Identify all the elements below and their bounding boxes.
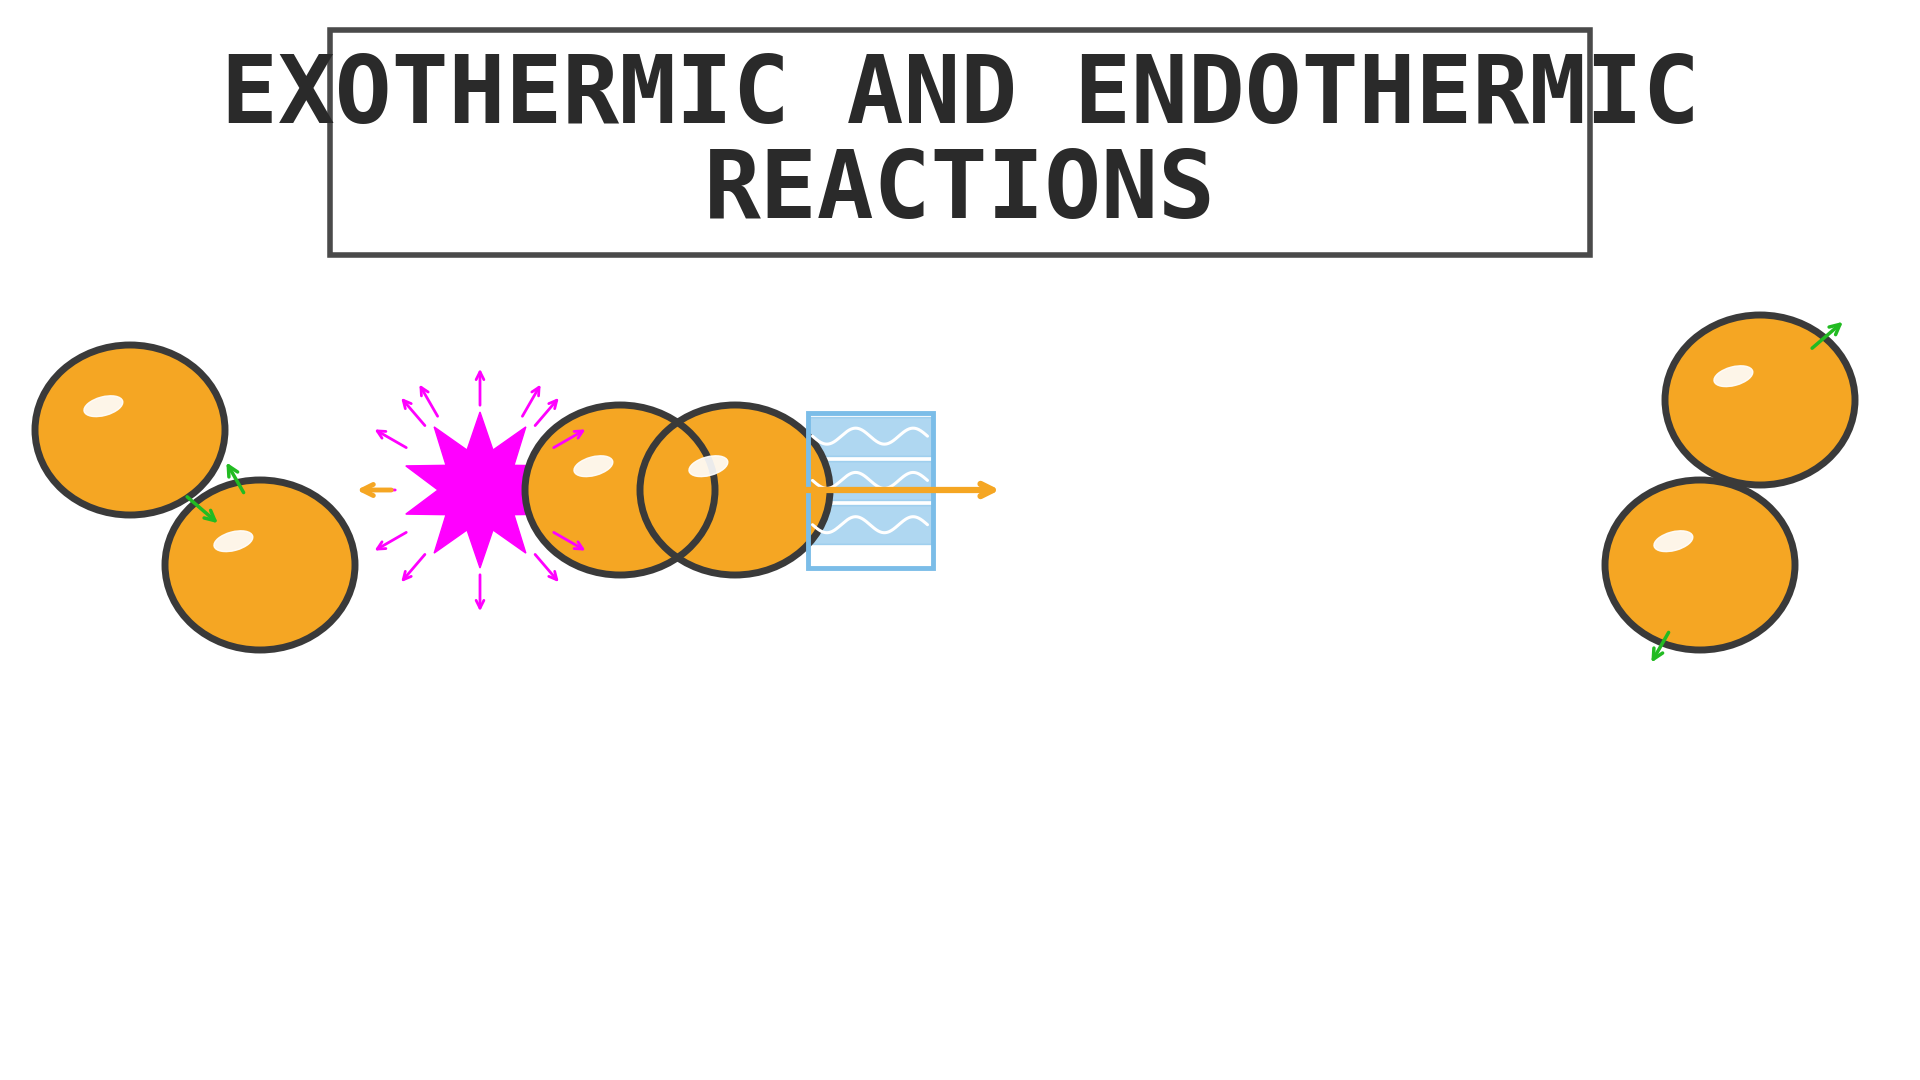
Ellipse shape (35, 345, 225, 515)
Bar (330, 30, 1590, 255)
Bar (808, 417, 933, 456)
Ellipse shape (1605, 480, 1795, 650)
Polygon shape (405, 411, 555, 568)
Bar (808, 413, 933, 567)
Ellipse shape (639, 405, 829, 575)
Ellipse shape (84, 395, 123, 417)
Ellipse shape (1653, 530, 1693, 552)
Ellipse shape (524, 405, 714, 575)
Ellipse shape (1715, 366, 1753, 387)
Bar (808, 461, 933, 500)
Bar (808, 505, 933, 544)
Ellipse shape (1665, 315, 1855, 485)
Ellipse shape (574, 456, 612, 476)
Text: EXOTHERMIC AND ENDOTHERMIC: EXOTHERMIC AND ENDOTHERMIC (221, 52, 1699, 144)
Text: REACTIONS: REACTIONS (705, 146, 1215, 238)
Ellipse shape (689, 456, 728, 476)
Ellipse shape (165, 480, 355, 650)
Ellipse shape (213, 530, 253, 552)
